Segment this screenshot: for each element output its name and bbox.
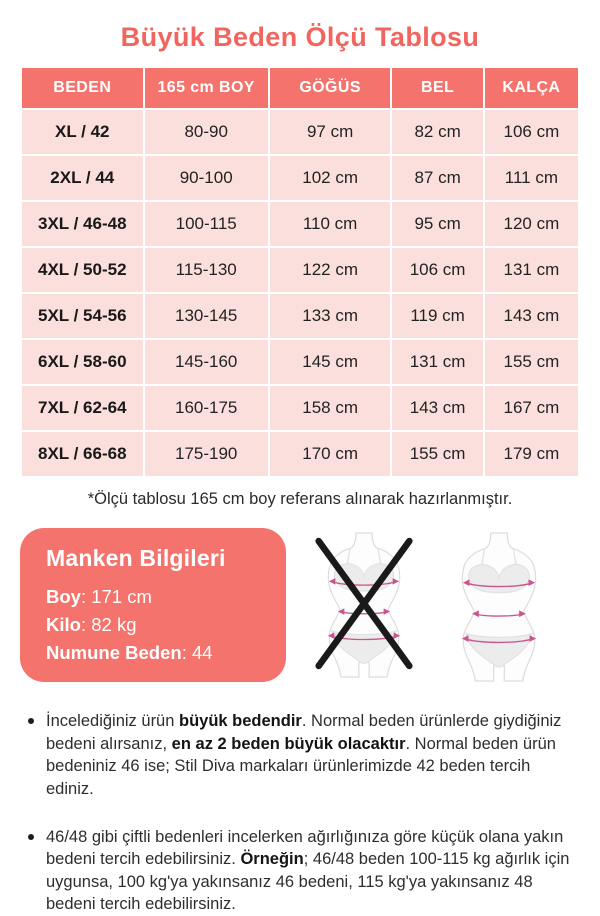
measurement-cell: 100-115 — [144, 202, 268, 246]
model-info-field: Boy: 171 cm — [46, 586, 152, 607]
measurement-cell: 95 cm — [392, 202, 483, 246]
column-header: GÖĞÜS — [269, 68, 391, 108]
table-row: 7XL / 62-64 160-175 158 cm 143 cm 167 cm — [22, 386, 578, 430]
measurement-cell: 97 cm — [269, 110, 391, 154]
column-header: KALÇA — [484, 68, 578, 108]
table-body: XL / 42 80-90 97 cm 82 cm 106 cm 2XL / 44 90-1… — [22, 110, 578, 476]
measurement-cell: 175-190 — [144, 432, 268, 476]
measurement-cell: 158 cm — [269, 386, 391, 430]
table-row: 6XL / 58-60 145-160 145 cm 131 cm 155 cm — [22, 340, 578, 384]
cross-x-icon — [315, 537, 413, 670]
measurement-figures — [286, 528, 580, 682]
measurement-cell: 87 cm — [392, 156, 483, 200]
measurement-cell: 160-175 — [144, 386, 268, 430]
measurement-cell: 179 cm — [484, 432, 578, 476]
body-measurement-figure-icon — [443, 532, 555, 682]
model-info-title: Manken Bilgileri — [46, 545, 226, 571]
table-row: 8XL / 66-68 175-190 170 cm 155 cm 179 cm — [22, 432, 578, 476]
table-row: 3XL / 46-48 100-115 110 cm 95 cm 120 cm — [22, 202, 578, 246]
model-info-fields: Boy: 171 cm Kilo: 82 kg Numune Beden: 44 — [46, 583, 266, 666]
crossed-out-body-measurement-figure-icon — [315, 532, 413, 678]
measurement-cell: 143 cm — [484, 294, 578, 338]
measurement-cell: 82 cm — [392, 110, 483, 154]
measurement-cell: 115-130 — [144, 248, 268, 292]
note-item: İncelediğiniz ürün büyük bedendir. Norma… — [28, 710, 578, 800]
measurement-cell: 122 cm — [269, 248, 391, 292]
measurement-cell: 106 cm — [392, 248, 483, 292]
measurement-cell: 155 cm — [392, 432, 483, 476]
measurement-cell: 131 cm — [484, 248, 578, 292]
measurement-cell: 120 cm — [484, 202, 578, 246]
measurement-cell: 102 cm — [269, 156, 391, 200]
notes-list: İncelediğiniz ürün büyük bedendir. Norma… — [20, 710, 578, 916]
measurement-cell: 145 cm — [269, 340, 391, 384]
table-row: 5XL / 54-56 130-145 133 cm 119 cm 143 cm — [22, 294, 578, 338]
measurement-cell: 143 cm — [392, 386, 483, 430]
table-row: 2XL / 44 90-100 102 cm 87 cm 111 cm — [22, 156, 578, 200]
note-item: 46/48 gibi çiftli bedenleri incelerken a… — [28, 826, 578, 916]
size-cell: 5XL / 54-56 — [22, 294, 143, 338]
model-info-box: Manken Bilgileri Boy: 171 cm Kilo: 82 kg N… — [20, 528, 286, 683]
size-cell: 6XL / 58-60 — [22, 340, 143, 384]
table-row: XL / 42 80-90 97 cm 82 cm 106 cm — [22, 110, 578, 154]
page-title: Büyük Beden Ölçü Tablosu — [120, 22, 480, 52]
measurement-cell: 110 cm — [269, 202, 391, 246]
table-header-row: BEDEN 165 cm BOY GÖĞÜS BEL KALÇA — [22, 68, 578, 108]
size-cell: 7XL / 62-64 — [22, 386, 143, 430]
size-cell: 2XL / 44 — [22, 156, 143, 200]
model-info-section: Manken Bilgileri Boy: 171 cm Kilo: 82 kg N… — [20, 528, 580, 683]
measurement-cell: 170 cm — [269, 432, 391, 476]
size-cell: 3XL / 46-48 — [22, 202, 143, 246]
column-header: BEDEN — [22, 68, 143, 108]
size-cell: 4XL / 50-52 — [22, 248, 143, 292]
size-cell: 8XL / 66-68 — [22, 432, 143, 476]
measurement-cell: 167 cm — [484, 386, 578, 430]
measurement-cell: 106 cm — [484, 110, 578, 154]
measurement-cell: 155 cm — [484, 340, 578, 384]
size-cell: XL / 42 — [22, 110, 143, 154]
table-row: 4XL / 50-52 115-130 122 cm 106 cm 131 cm — [22, 248, 578, 292]
table-footnote: *Ölçü tablosu 165 cm boy referans alınar… — [87, 490, 513, 508]
model-info-field: Kilo: 82 kg — [46, 613, 137, 635]
measurement-cell: 80-90 — [144, 110, 268, 154]
measurement-cell: 133 cm — [269, 294, 391, 338]
measurement-cell: 111 cm — [484, 156, 578, 200]
measurement-cell: 90-100 — [144, 156, 268, 200]
measurement-cell: 119 cm — [392, 294, 483, 338]
measurement-cell: 130-145 — [144, 294, 268, 338]
column-header: 165 cm BOY — [144, 68, 268, 108]
column-header: BEL — [392, 68, 483, 108]
measurement-cell: 131 cm — [392, 340, 483, 384]
model-info-field: Numune Beden: 44 — [46, 641, 213, 663]
measurement-cell: 145-160 — [144, 340, 268, 384]
size-table: BEDEN 165 cm BOY GÖĞÜS BEL KALÇA XL / 42 80-9… — [20, 66, 580, 478]
